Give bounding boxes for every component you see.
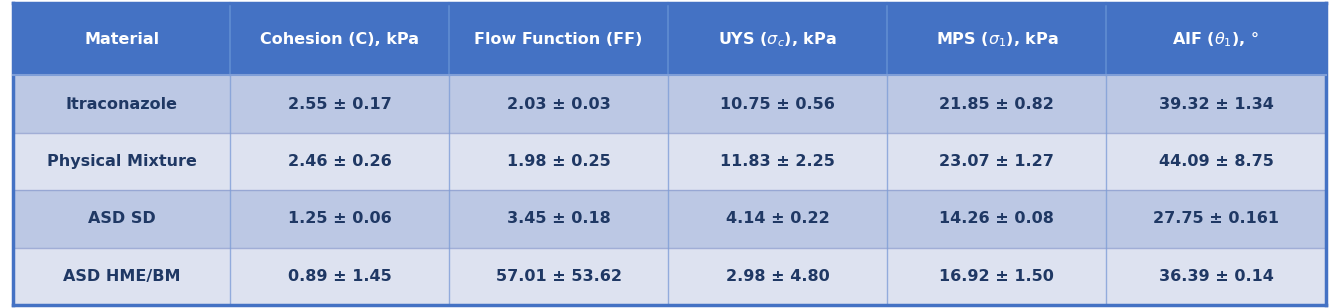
Bar	[1106, 3, 1326, 75]
Text: AIF ($\theta_1$), °: AIF ($\theta_1$), °	[1173, 30, 1260, 49]
Text: 4.14 ± 0.22: 4.14 ± 0.22	[726, 211, 830, 226]
Text: Itraconazole: Itraconazole	[66, 97, 178, 111]
Bar	[888, 190, 1106, 248]
Text: 2.98 ± 4.80: 2.98 ± 4.80	[726, 269, 830, 284]
Bar	[1106, 133, 1326, 190]
Text: 0.89 ± 1.45: 0.89 ± 1.45	[288, 269, 391, 284]
Bar	[449, 190, 668, 248]
Text: MPS ($\sigma_1$), kPa: MPS ($\sigma_1$), kPa	[936, 30, 1058, 49]
Text: Physical Mixture: Physical Mixture	[47, 154, 197, 169]
Text: UYS ($\sigma_c$), kPa: UYS ($\sigma_c$), kPa	[719, 30, 837, 49]
Bar	[13, 133, 230, 190]
Bar	[449, 75, 668, 133]
Text: 44.09 ± 8.75: 44.09 ± 8.75	[1158, 154, 1273, 169]
Text: ASD HME/BM: ASD HME/BM	[63, 269, 181, 284]
Text: 57.01 ± 53.62: 57.01 ± 53.62	[495, 269, 621, 284]
Text: Cohesion (C), kPa: Cohesion (C), kPa	[260, 32, 419, 47]
Bar	[230, 3, 449, 75]
Bar	[888, 133, 1106, 190]
Text: 2.46 ± 0.26: 2.46 ± 0.26	[288, 154, 391, 169]
Text: 21.85 ± 0.82: 21.85 ± 0.82	[940, 97, 1054, 111]
Bar	[449, 248, 668, 305]
Bar	[1106, 75, 1326, 133]
Bar	[668, 3, 888, 75]
Text: 2.55 ± 0.17: 2.55 ± 0.17	[288, 97, 391, 111]
Bar	[668, 75, 888, 133]
Bar	[449, 3, 668, 75]
Bar	[230, 190, 449, 248]
Text: 2.03 ± 0.03: 2.03 ± 0.03	[506, 97, 611, 111]
Bar	[888, 75, 1106, 133]
Bar	[13, 248, 230, 305]
Text: 23.07 ± 1.27: 23.07 ± 1.27	[940, 154, 1054, 169]
Bar	[888, 3, 1106, 75]
Bar	[1106, 248, 1326, 305]
Bar	[230, 75, 449, 133]
Bar	[13, 190, 230, 248]
Bar	[668, 248, 888, 305]
Bar	[230, 133, 449, 190]
Bar	[1106, 190, 1326, 248]
Text: 14.26 ± 0.08: 14.26 ± 0.08	[940, 211, 1054, 226]
Bar	[668, 133, 888, 190]
Text: Flow Function (FF): Flow Function (FF)	[474, 32, 643, 47]
Bar	[13, 3, 230, 75]
Bar	[13, 75, 230, 133]
Text: 16.92 ± 1.50: 16.92 ± 1.50	[940, 269, 1054, 284]
Text: ASD SD: ASD SD	[88, 211, 155, 226]
Text: Material: Material	[84, 32, 159, 47]
Text: 1.98 ± 0.25: 1.98 ± 0.25	[506, 154, 611, 169]
Text: 27.75 ± 0.161: 27.75 ± 0.161	[1153, 211, 1279, 226]
Bar	[888, 248, 1106, 305]
Text: 10.75 ± 0.56: 10.75 ± 0.56	[720, 97, 836, 111]
Text: 39.32 ± 1.34: 39.32 ± 1.34	[1158, 97, 1273, 111]
Text: 36.39 ± 0.14: 36.39 ± 0.14	[1158, 269, 1273, 284]
Bar	[449, 133, 668, 190]
Bar	[668, 190, 888, 248]
Bar	[230, 248, 449, 305]
Text: 1.25 ± 0.06: 1.25 ± 0.06	[288, 211, 391, 226]
Text: 11.83 ± 2.25: 11.83 ± 2.25	[720, 154, 836, 169]
Text: 3.45 ± 0.18: 3.45 ± 0.18	[506, 211, 611, 226]
